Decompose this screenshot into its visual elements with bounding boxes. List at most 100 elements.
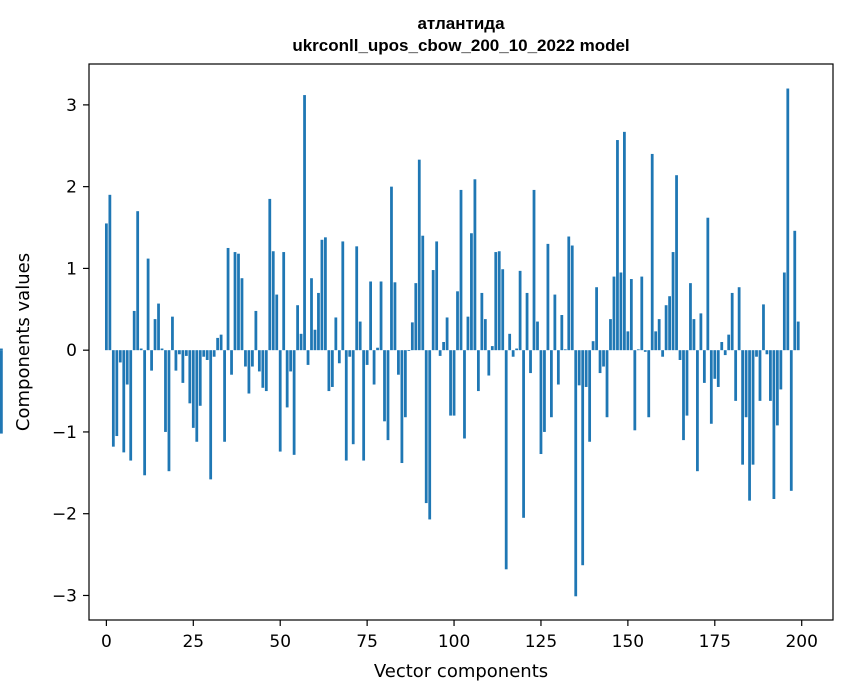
bar-175 xyxy=(713,350,717,379)
bar-71 xyxy=(351,350,355,445)
bar-41 xyxy=(247,350,251,394)
bar-194 xyxy=(779,350,783,390)
bar-25 xyxy=(191,350,195,428)
bar-97 xyxy=(442,342,446,351)
bar-105 xyxy=(470,233,473,351)
y-tick-label: 3 xyxy=(66,96,77,116)
bar-154 xyxy=(640,276,644,351)
bar-44 xyxy=(257,350,261,372)
bar-64 xyxy=(327,350,331,392)
bar-134 xyxy=(570,245,574,351)
bar-132 xyxy=(563,349,567,351)
x-tick-label: 75 xyxy=(356,632,378,652)
bar-87 xyxy=(407,350,411,351)
bar-168 xyxy=(689,283,692,351)
bar-83 xyxy=(393,282,397,351)
bar-79 xyxy=(379,281,383,351)
bar-117 xyxy=(511,350,515,357)
bar-57 xyxy=(303,95,306,351)
bar-110 xyxy=(487,350,491,376)
bar-94 xyxy=(431,270,435,351)
bar-120 xyxy=(522,350,525,518)
bar-188 xyxy=(758,350,762,401)
bar-173 xyxy=(706,217,710,351)
x-tick-label: 100 xyxy=(438,632,470,652)
bar-46 xyxy=(264,350,268,392)
bar-3 xyxy=(115,350,119,437)
bar-85 xyxy=(400,350,404,464)
y-tick-label: 2 xyxy=(66,178,77,198)
bar-14 xyxy=(153,319,157,351)
bar-69 xyxy=(344,350,348,461)
bar-199 xyxy=(796,321,800,351)
bar-159 xyxy=(657,319,661,351)
bar-180 xyxy=(730,292,734,351)
bar-144 xyxy=(605,350,609,418)
x-tick-label: 0 xyxy=(101,632,112,652)
bar-146 xyxy=(612,276,616,351)
bar-182 xyxy=(737,287,741,351)
bar-125 xyxy=(539,350,543,455)
bar-137 xyxy=(581,350,585,566)
bar-92 xyxy=(424,350,428,504)
bar-181 xyxy=(734,350,738,401)
bar-33 xyxy=(219,334,223,351)
bar-60 xyxy=(313,329,317,351)
x-tick-label: 125 xyxy=(525,632,557,652)
bar-50 xyxy=(278,350,282,452)
x-tick-label: 50 xyxy=(269,632,291,652)
bar-143 xyxy=(602,350,605,367)
bar-24 xyxy=(188,350,192,404)
bar-167 xyxy=(685,350,689,416)
bar-39 xyxy=(240,278,244,351)
bar-30 xyxy=(209,350,213,480)
bar-150 xyxy=(626,331,630,351)
bar-76 xyxy=(369,281,372,351)
bar-18 xyxy=(167,350,171,472)
bar-187 xyxy=(755,350,758,357)
bar-78 xyxy=(376,347,379,351)
bar-177 xyxy=(720,342,724,351)
bar-166 xyxy=(682,350,685,441)
bar-196 xyxy=(786,88,790,351)
bar-156 xyxy=(647,350,651,418)
bar-13 xyxy=(150,350,153,371)
bar-31 xyxy=(212,350,216,357)
bar-53 xyxy=(289,350,293,372)
chart-subtitle: ukrconll_upos_cbow_200_10_2022 model xyxy=(292,36,629,55)
bar-119 xyxy=(518,270,522,351)
bar-111 xyxy=(490,346,494,351)
bar-0 xyxy=(104,223,108,351)
bar-191 xyxy=(769,350,772,401)
bar-61 xyxy=(317,292,320,351)
bar-135 xyxy=(574,350,578,597)
bar-161 xyxy=(664,305,668,351)
bar-129 xyxy=(553,294,557,351)
bar-130 xyxy=(556,350,560,385)
bar-49 xyxy=(275,294,279,351)
plot-frame xyxy=(88,63,834,621)
bar-149 xyxy=(623,131,626,351)
bar-72 xyxy=(355,246,359,351)
bar-80 xyxy=(383,350,386,422)
bar-190 xyxy=(765,350,769,355)
bar-104 xyxy=(466,316,470,351)
bar-84 xyxy=(397,350,400,375)
bar-138 xyxy=(584,350,588,387)
bar-86 xyxy=(403,350,407,418)
bar-147 xyxy=(616,140,619,351)
bar-103 xyxy=(463,350,466,439)
bar-12 xyxy=(146,258,150,351)
bar-165 xyxy=(678,350,682,360)
bar-114 xyxy=(501,269,505,351)
bar-197 xyxy=(789,350,793,491)
bar-2 xyxy=(111,350,115,447)
y-axis-label: Components values xyxy=(13,253,34,431)
bar-112 xyxy=(494,252,498,351)
bar-62 xyxy=(320,239,324,351)
bar-101 xyxy=(456,291,459,351)
bar-169 xyxy=(692,319,696,351)
bar-51 xyxy=(282,252,286,351)
bar-140 xyxy=(591,341,595,351)
